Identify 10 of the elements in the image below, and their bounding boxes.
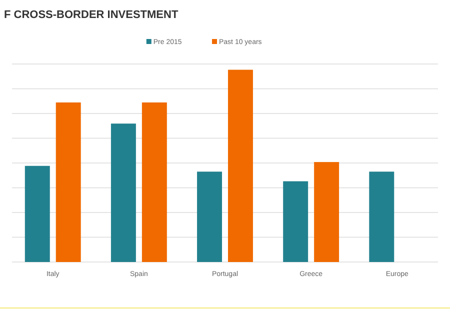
bar <box>369 172 394 262</box>
bar <box>228 70 253 262</box>
bar <box>283 181 308 262</box>
bar <box>197 172 222 262</box>
bar <box>56 102 81 262</box>
chart-title: F CROSS-BORDER INVESTMENT <box>4 9 178 21</box>
bar <box>24 166 50 262</box>
bar <box>142 102 167 262</box>
bar <box>314 162 340 262</box>
bar <box>110 124 136 262</box>
